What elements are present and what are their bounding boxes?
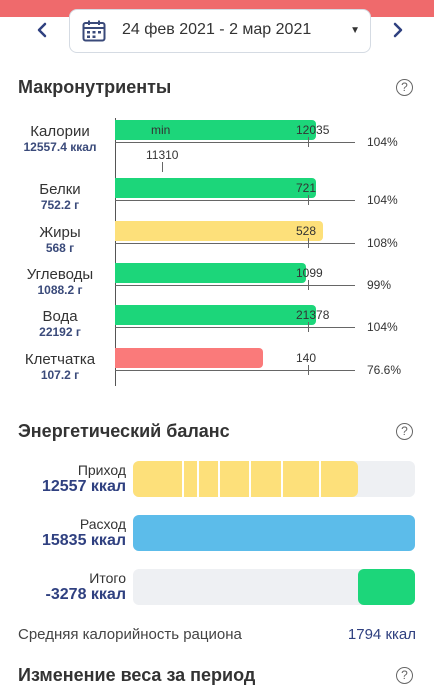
weight-help-icon[interactable]: ? — [396, 667, 413, 684]
total-bar — [358, 569, 415, 605]
macro-bar — [115, 263, 307, 283]
expense-label-group: Расход 15835 ккал — [42, 516, 126, 550]
dropdown-caret-icon: ▼ — [350, 25, 360, 36]
macro-value: 568 г — [45, 241, 75, 255]
income-segment-divider — [182, 461, 184, 497]
income-value: 12557 ккал — [41, 478, 126, 495]
macro-target-tick — [308, 137, 309, 147]
macro-target-tick — [308, 322, 309, 332]
expense-bar — [133, 515, 415, 551]
income-bar — [133, 461, 358, 497]
date-range-text: 24 фев 2021 - 2 мар 2021 — [122, 21, 312, 38]
macro-value: 107.2 г — [40, 368, 80, 382]
macro-label: Вода 22192 г — [10, 308, 110, 339]
next-period-button[interactable] — [386, 18, 410, 42]
macro-label: Клетчатка 107.2 г — [10, 351, 110, 382]
macro-target-line — [115, 200, 355, 201]
total-value: -3278 ккал — [45, 586, 126, 603]
energy-help-icon[interactable]: ? — [396, 423, 413, 440]
income-segment-divider — [281, 461, 283, 497]
calories-min-tick — [162, 162, 163, 172]
macro-bar — [115, 221, 324, 241]
average-calories-label: Средняя калорийность рациона — [18, 626, 242, 643]
date-range-selector[interactable]: 24 фев 2021 - 2 мар 2021 ▼ — [69, 9, 371, 53]
macro-name: Углеводы — [26, 266, 94, 283]
macro-percent: 104% — [367, 135, 398, 149]
calories-min-value: 11310 — [146, 148, 179, 162]
weight-title: Изменение веса за период — [18, 665, 256, 685]
calendar-icon — [82, 20, 106, 42]
macro-percent: 76.6% — [367, 363, 402, 377]
macro-percent: 99% — [367, 278, 392, 292]
macro-bar — [115, 348, 263, 368]
macro-name: Клетчатка — [24, 351, 96, 368]
macro-bar — [115, 120, 316, 140]
macro-percent: 104% — [367, 320, 398, 334]
expense-value: 15835 ккал — [41, 532, 126, 549]
macro-label: Белки 752.2 г — [10, 181, 110, 212]
macro-target-value: 1099 — [296, 266, 323, 280]
chevron-left-icon — [37, 22, 47, 38]
macro-name: Калории — [30, 123, 90, 140]
macro-value: 12557.4 ккал — [23, 140, 97, 154]
macro-target-tick — [308, 365, 309, 375]
macro-target-tick — [308, 238, 309, 248]
macro-target-value: 721 — [296, 181, 317, 195]
macro-target-line — [115, 243, 355, 244]
macro-target-value: 528 — [296, 224, 317, 238]
macro-target-line — [115, 370, 355, 371]
total-label-group: Итого -3278 ккал — [46, 570, 126, 604]
income-segment-divider — [197, 461, 199, 497]
macros-help-icon[interactable]: ? — [396, 79, 413, 96]
income-segment-divider — [218, 461, 220, 497]
macro-target-line — [115, 142, 355, 143]
expense-track — [133, 515, 415, 551]
macro-label: Жиры 568 г — [10, 224, 110, 255]
total-label: Итого — [89, 570, 126, 586]
prev-period-button[interactable] — [30, 18, 54, 42]
macro-percent: 104% — [367, 193, 398, 207]
income-label-group: Приход 12557 ккал — [42, 462, 126, 496]
income-segment-divider — [249, 461, 251, 497]
macro-bar — [115, 178, 316, 198]
macros-axis — [115, 118, 116, 386]
income-segment-divider — [319, 461, 321, 497]
macro-value: 22192 г — [39, 325, 81, 339]
macros-title: Макронутриенты — [18, 77, 172, 97]
macro-label: Углеводы 1088.2 г — [10, 266, 110, 297]
macro-target-line — [115, 327, 355, 328]
expense-label: Расход — [79, 516, 126, 532]
macro-name: Белки — [39, 181, 81, 198]
macro-name: Вода — [42, 308, 78, 325]
macro-percent: 108% — [367, 236, 398, 250]
income-track — [133, 461, 415, 497]
macro-target-tick — [308, 280, 309, 290]
energy-title: Энергетический баланс — [18, 421, 230, 441]
macro-target-value: 12035 — [296, 123, 330, 137]
income-label: Приход — [77, 462, 126, 478]
calories-min-label: min — [151, 123, 171, 137]
macro-target-value: 140 — [296, 351, 317, 365]
macro-target-value: 21378 — [296, 308, 330, 322]
total-track — [133, 569, 415, 605]
macro-label: Калории 12557.4 ккал — [10, 123, 110, 154]
macro-value: 1088.2 г — [37, 283, 83, 297]
macro-bar — [115, 305, 316, 325]
macro-value: 752.2 г — [40, 198, 80, 212]
macro-target-line — [115, 285, 355, 286]
average-calories-value: 1794 ккал — [347, 626, 416, 643]
macro-name: Жиры — [39, 224, 81, 241]
macro-target-tick — [308, 195, 309, 205]
chevron-right-icon — [393, 22, 403, 38]
